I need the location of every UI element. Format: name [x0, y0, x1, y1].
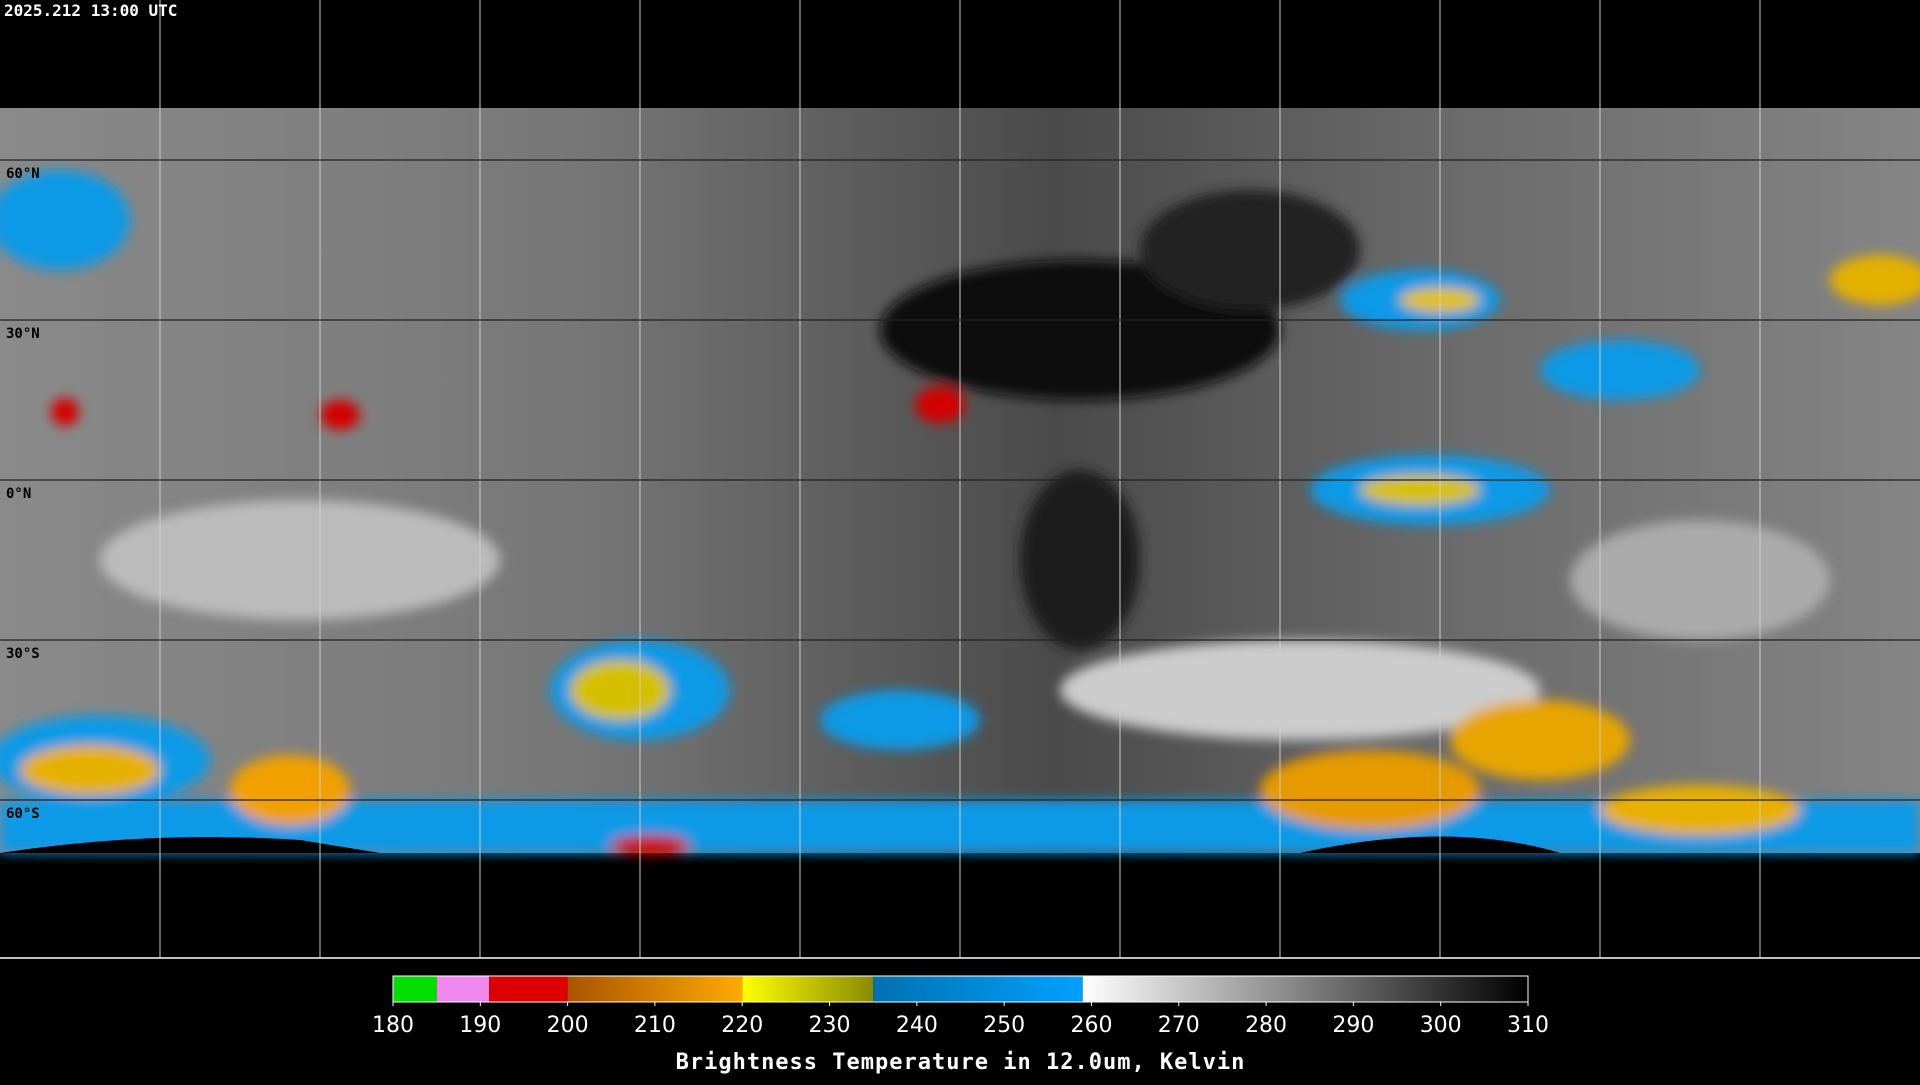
colorbar-segment [873, 976, 1083, 1002]
colorbar-tick-label: 180 [372, 1013, 414, 1038]
lat-label: 0°N [6, 486, 31, 502]
colorbar-segment [1082, 976, 1528, 1002]
graticule: 60°N 30°N 0°N 30°S 60°S [0, 0, 1920, 958]
lat-label: 60°S [6, 806, 40, 822]
colorbar-tick-label: 260 [1070, 1013, 1112, 1038]
colorbar-tick-label: 300 [1420, 1013, 1462, 1038]
colorbar-tick-label: 310 [1507, 1013, 1549, 1038]
colorbar-segment [489, 976, 568, 1002]
colorbar-tick-label: 200 [547, 1013, 589, 1038]
colorbar-tick-label: 280 [1245, 1013, 1287, 1038]
colorbar-label: Brightness Temperature in 12.0um, Kelvin [676, 1050, 1246, 1075]
lat-label: 30°S [6, 646, 40, 662]
lat-label: 60°N [6, 166, 40, 182]
colorbar-tick-label: 290 [1332, 1013, 1374, 1038]
colorbar-tick-label: 270 [1158, 1013, 1200, 1038]
colorbar-tick-label: 250 [983, 1013, 1025, 1038]
timestamp: 2025.212 13:00 UTC [4, 1, 177, 20]
colorbar-segment [567, 976, 743, 1002]
colorbar-tick-label: 210 [634, 1013, 676, 1038]
colorbar-tick-label: 220 [721, 1013, 763, 1038]
colorbar-frame [392, 975, 1529, 1003]
colorbar-tick-label: 240 [896, 1013, 938, 1038]
colorbar-segment [742, 976, 874, 1002]
colorbar-tick-label: 230 [809, 1013, 851, 1038]
colorbar-segment [436, 976, 490, 1002]
colorbar-tick-label: 190 [459, 1013, 501, 1038]
colorbar-segment [393, 976, 437, 1002]
lat-label: 30°N [6, 326, 40, 342]
